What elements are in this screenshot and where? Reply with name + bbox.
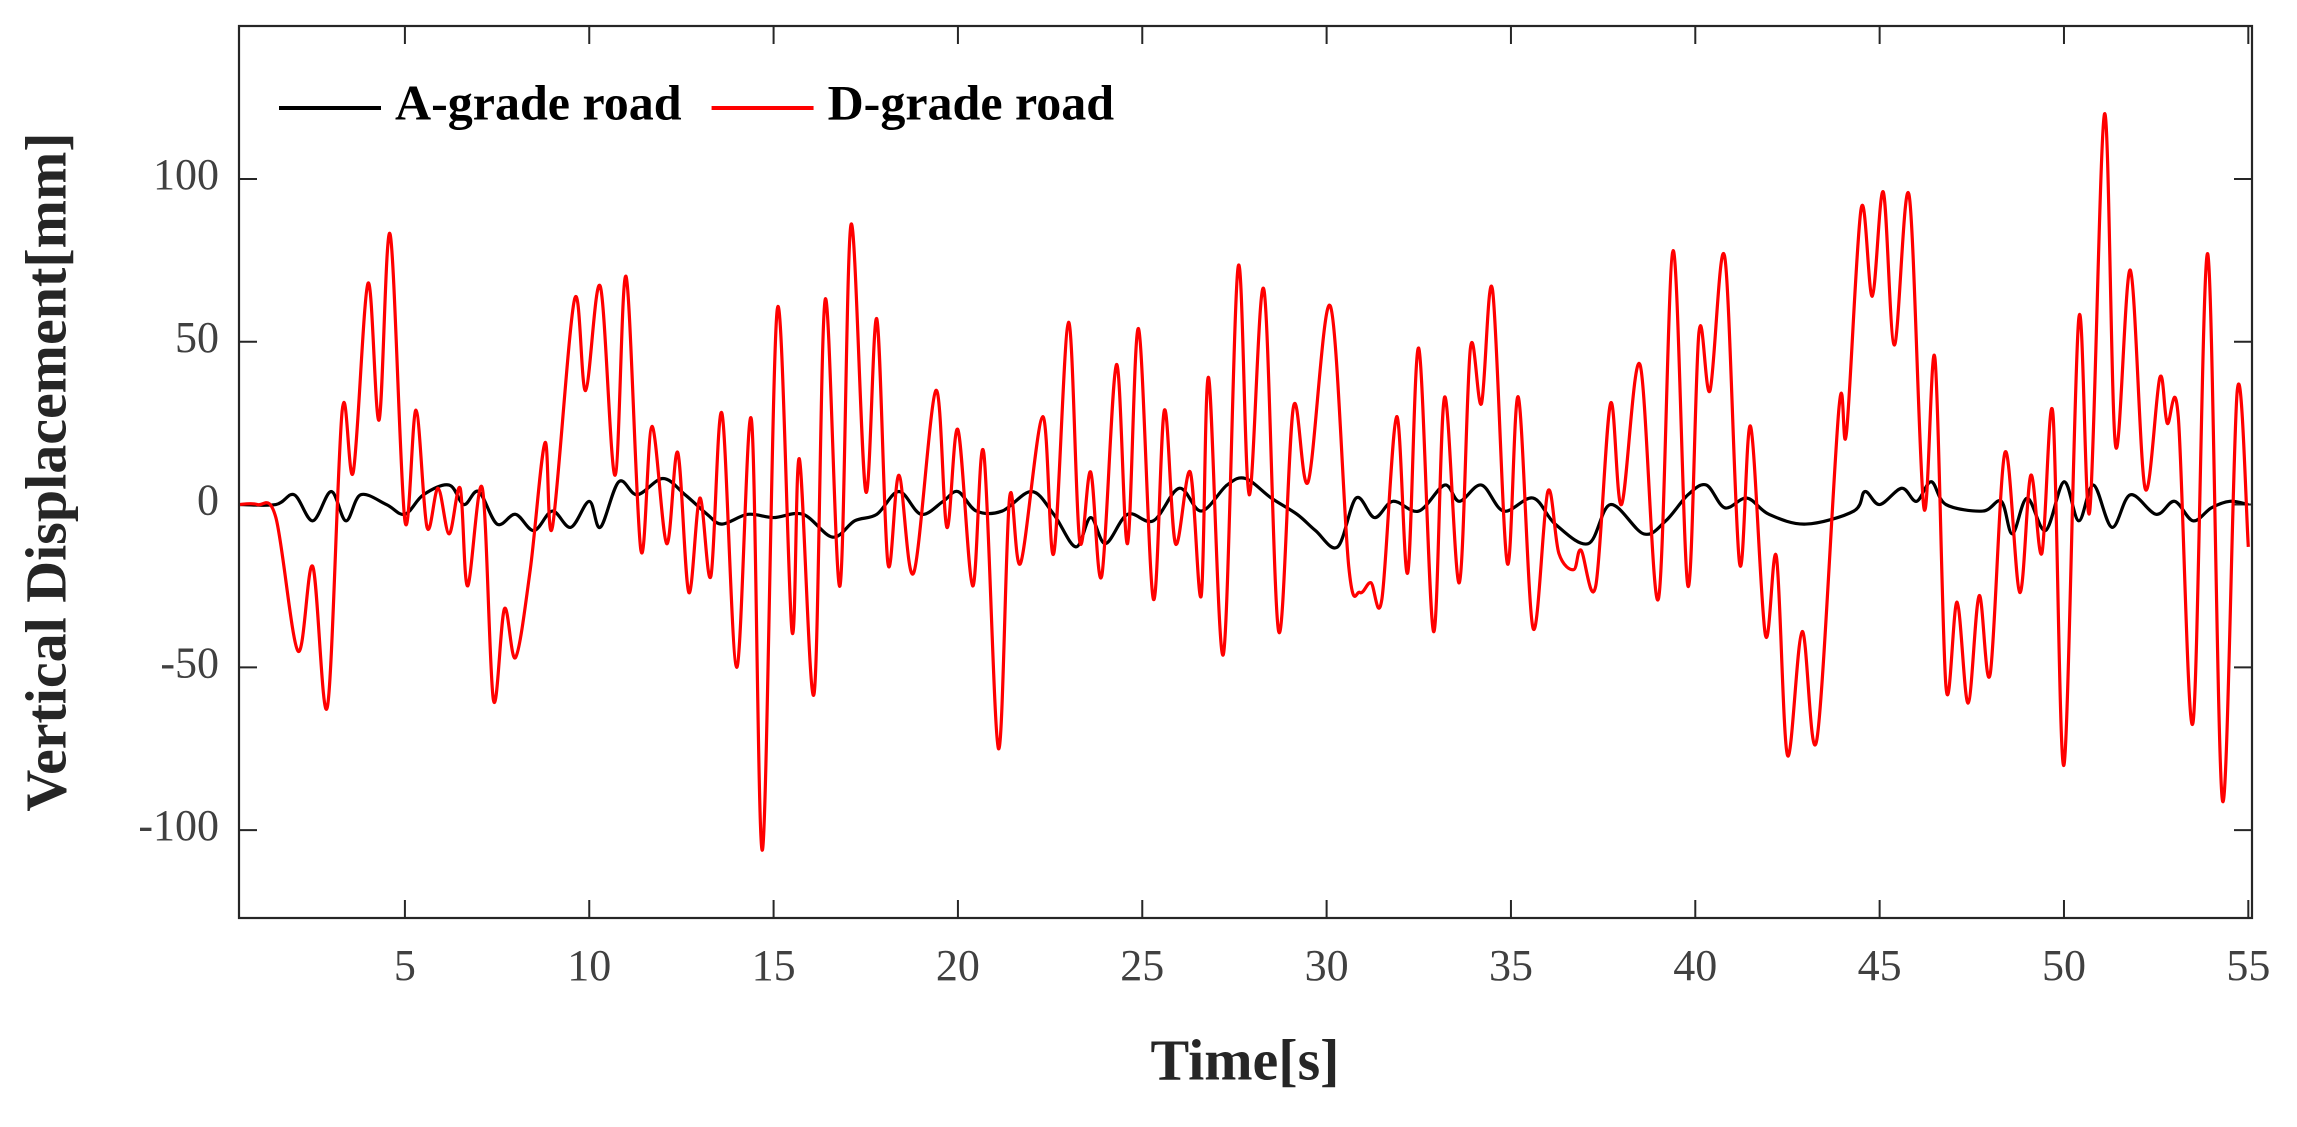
x-tick-label: 30 xyxy=(1305,941,1349,990)
legend-label: D-grade road xyxy=(828,74,1115,130)
x-tick-label: 40 xyxy=(1673,941,1717,990)
y-tick-label: 100 xyxy=(153,150,219,199)
series-line xyxy=(239,476,2249,550)
y-axis-label: Vertical Displacement[mm] xyxy=(13,132,78,811)
y-tick-label: 0 xyxy=(197,476,219,525)
series-line xyxy=(239,112,2250,852)
x-tick-label: 35 xyxy=(1489,941,1533,990)
x-tick-label: 15 xyxy=(752,941,796,990)
x-tick-label: 25 xyxy=(1120,941,1164,990)
x-tick-label: 45 xyxy=(1858,941,1902,990)
y-tick-label: 50 xyxy=(175,313,219,362)
y-tick-label: -100 xyxy=(138,801,219,850)
x-tick-label: 20 xyxy=(936,941,980,990)
x-tick-label: 55 xyxy=(2226,941,2270,990)
x-axis-label: Time[s] xyxy=(1150,1027,1339,1092)
x-tick-label: 50 xyxy=(2042,941,2086,990)
plot-frame xyxy=(237,24,2254,920)
legend-label: A-grade road xyxy=(395,74,682,130)
x-tick-label: 5 xyxy=(394,941,416,990)
y-tick-label: -50 xyxy=(160,638,219,687)
x-tick-label: 10 xyxy=(567,941,611,990)
